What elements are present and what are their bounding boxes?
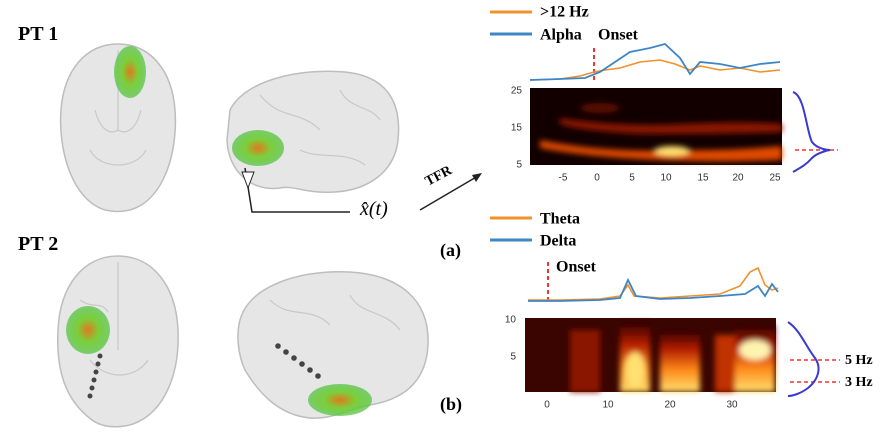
- heatmap: [530, 88, 782, 165]
- trace: [528, 280, 778, 301]
- patient-label: PT 1: [18, 23, 58, 45]
- onset-label: Onset: [556, 259, 597, 276]
- source-region: [66, 306, 110, 354]
- brain-side-view: [238, 272, 428, 418]
- source-region: [308, 384, 372, 416]
- y-tick-label: 25: [511, 86, 523, 97]
- y-tick-label: 10: [505, 315, 517, 326]
- peak-label: 5 Hz: [845, 353, 873, 368]
- trace: [530, 60, 780, 80]
- peak-label: 3 Hz: [845, 375, 873, 390]
- y-tick-label: 5: [516, 160, 522, 171]
- x-tick-label: 15: [697, 173, 709, 184]
- legend-label: Theta: [540, 211, 580, 228]
- y-tick-label: 5: [510, 352, 516, 363]
- spectrum-profile: [788, 322, 840, 396]
- x-tick-label: -5: [559, 173, 568, 184]
- source-region: [114, 46, 146, 98]
- x-tick-label: 0: [594, 173, 600, 184]
- figure: PT 1 x̂(t) TFR (a) >12 Hz Alpha Onset 25…: [0, 0, 884, 438]
- brain-top-view: [58, 256, 178, 427]
- source-region: [232, 130, 284, 166]
- legend-label: Delta: [540, 233, 576, 250]
- x-tick-label: 10: [602, 400, 614, 411]
- x-tick-label: 30: [726, 400, 738, 411]
- legend-label: Alpha: [540, 27, 582, 44]
- x-tick-label: 25: [769, 173, 781, 184]
- x-tick-label: 20: [732, 173, 744, 184]
- x-tick-label: 10: [660, 173, 672, 184]
- panel-label: (a): [440, 240, 461, 261]
- arrow-label: TFR: [423, 163, 456, 190]
- legend-label: >12 Hz: [540, 4, 589, 21]
- brain-top-view: [61, 44, 176, 212]
- trace: [530, 44, 780, 80]
- x-tick-label: 0: [544, 400, 550, 411]
- panel-label: (b): [440, 394, 462, 415]
- spectrum-profile: [793, 92, 838, 172]
- x-tick-label: 5: [629, 173, 635, 184]
- onset-label: Onset: [598, 27, 639, 44]
- patient-label: PT 2: [18, 233, 58, 255]
- y-tick-label: 15: [511, 123, 523, 134]
- x-tick-label: 20: [664, 400, 676, 411]
- source-label: x̂(t): [359, 198, 388, 220]
- heatmap: [525, 318, 776, 392]
